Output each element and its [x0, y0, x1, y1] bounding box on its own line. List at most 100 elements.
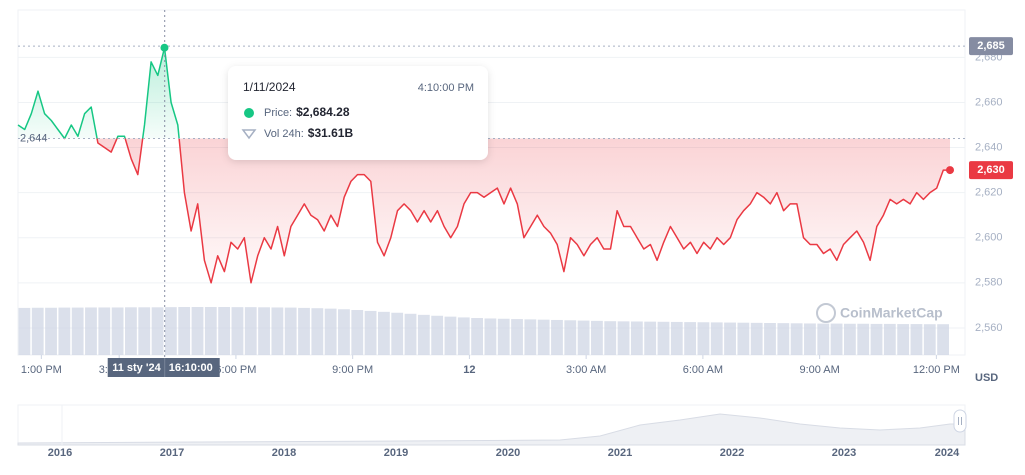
high-label: 2,685 — [977, 40, 1005, 52]
volume-icon — [241, 129, 257, 140]
volume-bar — [764, 323, 776, 355]
crosshair-time: 16:10:00 — [169, 362, 213, 374]
x-tick-label: 6:00 PM — [215, 364, 256, 376]
year-label: 2021 — [608, 447, 632, 459]
volume-bar — [85, 307, 97, 355]
x-tick-label: 1:00 PM — [21, 364, 62, 376]
volume-bar — [617, 321, 630, 355]
watermark-logo — [816, 303, 836, 323]
volume-bar — [857, 323, 870, 355]
volume-bar — [244, 307, 257, 355]
volume-bar — [777, 323, 790, 355]
volume-bar — [31, 307, 44, 355]
y-tick-label: 2,620 — [975, 187, 1003, 199]
tooltip-volume: $31.61B — [308, 126, 354, 140]
tooltip-time: 4:10:00 PM — [418, 82, 474, 94]
volume-bar — [404, 313, 417, 355]
volume-bar — [657, 321, 670, 355]
volume-bar — [18, 307, 31, 355]
year-label: 2019 — [384, 447, 408, 459]
volume-bar — [644, 321, 657, 355]
volume-bar — [737, 322, 750, 355]
year-label: 2017 — [160, 447, 184, 459]
volume-bar — [923, 324, 936, 355]
price-area — [18, 47, 950, 283]
volume-bar — [218, 307, 231, 355]
volume-bar — [724, 322, 736, 355]
volume-bar — [883, 323, 896, 355]
volume-bar — [125, 307, 137, 355]
volume-bar — [271, 307, 284, 355]
volume-bar — [577, 320, 590, 355]
x-tick-label: 6:00 AM — [683, 364, 723, 376]
tooltip — [228, 66, 488, 160]
volume-bar — [564, 320, 577, 355]
volume-bar — [604, 321, 617, 355]
volume-bar — [670, 321, 683, 355]
volume-bar — [697, 322, 710, 355]
volume-bar — [897, 324, 910, 355]
volume-bar — [138, 307, 151, 355]
volume-bar — [231, 307, 244, 355]
x-tick-label: 9:00 PM — [332, 364, 373, 376]
volume-bar — [843, 323, 856, 355]
volume-bar — [111, 307, 124, 355]
volume-bar — [284, 307, 297, 355]
tooltip-price-label: Price: — [264, 107, 292, 119]
volume-bar — [444, 316, 457, 355]
volume-bar — [870, 323, 883, 355]
year-label: 2022 — [720, 447, 744, 459]
volume-bar — [71, 307, 84, 355]
y-tick-label: 2,560 — [975, 322, 1003, 334]
hover-point — [160, 43, 169, 52]
x-tick-label: 12:00 PM — [913, 364, 960, 376]
volume-bar — [790, 323, 803, 355]
volume-bar — [364, 310, 377, 355]
crosshair-date: 11 sty '24 — [112, 362, 161, 374]
year-label: 2018 — [272, 447, 296, 459]
price-dot — [244, 108, 254, 118]
volume-bar — [431, 315, 444, 355]
tooltip-date: 1/11/2024 — [243, 80, 296, 94]
volume-bar — [391, 312, 404, 355]
volume-bar — [457, 317, 470, 355]
volume-bar — [258, 307, 270, 355]
volume-bar — [511, 319, 523, 355]
volume-bar — [804, 323, 816, 355]
volume-bar — [537, 319, 550, 355]
volume-bar — [45, 307, 57, 355]
volume-bar — [497, 318, 510, 355]
volume-bar — [377, 311, 390, 355]
navigator-handle[interactable] — [953, 409, 967, 433]
volume-bar — [484, 318, 497, 355]
tooltip-price: $2,684.28 — [296, 105, 350, 119]
y-tick-label: 2,580 — [975, 277, 1003, 289]
price-line — [17, 46, 950, 284]
volume-bar — [710, 322, 723, 355]
volume-bar — [591, 320, 603, 355]
volume-bar — [910, 324, 923, 355]
volume-bar — [524, 319, 537, 355]
volume-bar — [937, 324, 949, 355]
volume-bar — [830, 323, 843, 355]
volume-bar — [178, 307, 191, 355]
x-tick-label: 12 — [463, 364, 475, 376]
crosshair-badge — [107, 358, 220, 377]
year-label: 2023 — [832, 447, 856, 459]
volume-bar — [817, 323, 830, 355]
volume-bar — [98, 307, 111, 355]
volume-bar — [151, 307, 164, 355]
baseline-label: 2,644 — [20, 132, 48, 144]
volume-bar — [191, 307, 204, 355]
x-tick-label: 9:00 AM — [799, 364, 839, 376]
volume-bar — [630, 321, 643, 355]
volume-bar — [338, 309, 350, 355]
last-label: 2,630 — [977, 164, 1005, 176]
y-tick-label: 2,600 — [975, 232, 1003, 244]
year-label: 2020 — [496, 447, 520, 459]
year-label: 2016 — [48, 447, 72, 459]
volume-bar — [204, 307, 217, 355]
volume-bar — [684, 322, 697, 355]
last-badge — [969, 161, 1013, 180]
volume-bar — [298, 307, 310, 355]
